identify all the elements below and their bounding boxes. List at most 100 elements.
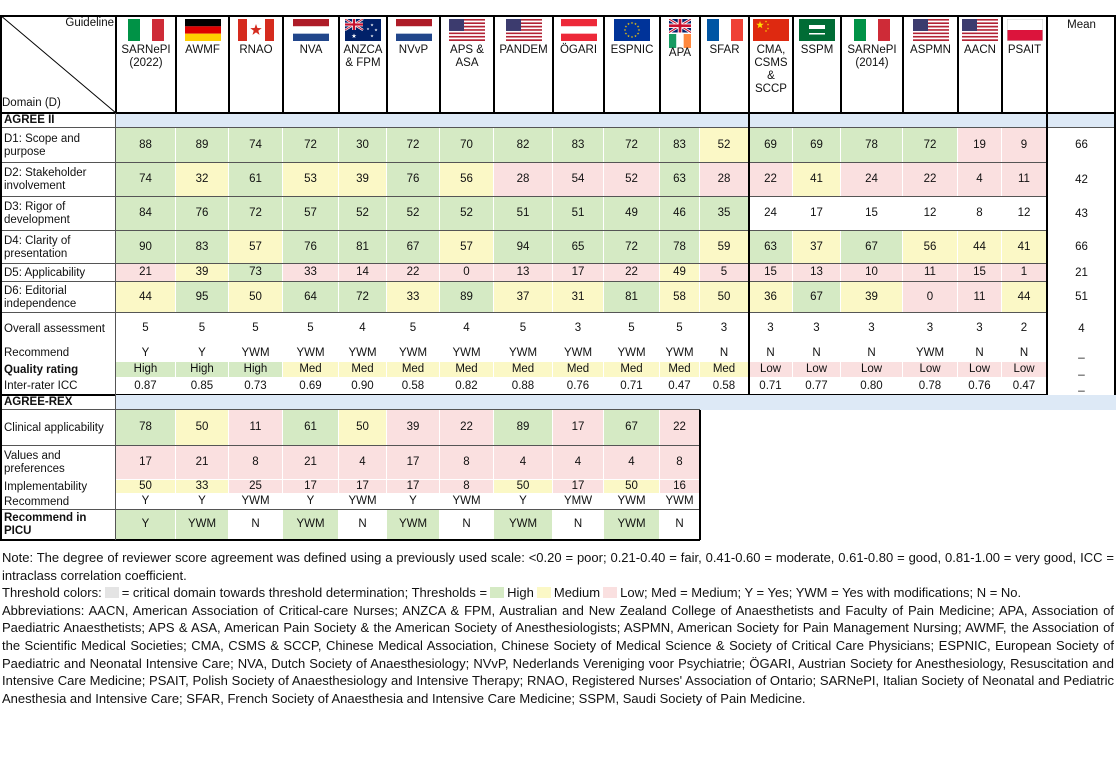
flag-part — [634, 34, 637, 38]
score-cell: 81 — [339, 231, 387, 264]
score-cell: 0.47 — [1002, 378, 1047, 395]
score-cell: YWM — [229, 345, 283, 362]
score-cell: YMW — [553, 494, 604, 510]
score-cell: Y — [116, 494, 176, 510]
score-cell: 5 — [283, 313, 339, 345]
score-cell: 72 — [387, 128, 440, 163]
flag-part — [560, 26, 597, 34]
score-cell: 63 — [660, 163, 700, 197]
score-cell: 72 — [229, 197, 283, 231]
flag-part — [449, 19, 464, 31]
header-divider — [792, 15, 794, 113]
right-border — [1114, 15, 1116, 410]
guideline-name: ÖGARI — [559, 44, 598, 56]
score-cell: Y — [116, 345, 176, 362]
score-cell: YWM — [339, 345, 387, 362]
label-divider — [115, 113, 116, 540]
score-cell: 50 — [604, 480, 660, 494]
score-cell: N — [958, 345, 1002, 362]
swatch-low — [603, 587, 618, 599]
score-cell: YWM — [494, 345, 553, 362]
section-title: AGREE II — [4, 114, 55, 126]
score-cell: 46 — [660, 197, 700, 231]
guideline-name: NVA — [299, 44, 323, 56]
row-label: Recommend — [4, 495, 70, 508]
flag-part — [505, 19, 542, 21]
row-label: D4: Clarity of presentation — [4, 234, 71, 260]
flag-part — [505, 37, 542, 40]
score-cell: YWM — [283, 345, 339, 362]
guideline-name: NVvP — [398, 44, 429, 56]
score-cell: Med — [660, 362, 700, 378]
flag-part — [962, 19, 998, 21]
header-divider — [840, 15, 842, 113]
notes: Note: The degree of reviewer score agree… — [2, 549, 1114, 707]
score-cell: Y — [116, 510, 176, 540]
score-cell: 3 — [841, 313, 903, 345]
header-divider — [338, 15, 340, 113]
flag — [395, 19, 432, 41]
row-line — [0, 263, 1047, 264]
score-cell: Med — [494, 362, 553, 378]
row-line — [0, 445, 700, 446]
score-cell: 22 — [604, 264, 660, 282]
score-cell: 63 — [749, 231, 793, 264]
score-cell: 17 — [339, 480, 387, 494]
guideline-name: SARNePI (2014) — [847, 44, 897, 69]
score-cell: Y — [283, 494, 339, 510]
row-label: D6: Editorial independence — [4, 284, 77, 310]
score-cell: 5 — [229, 313, 283, 345]
score-cell: 11 — [229, 410, 283, 446]
column-header: ANZCA & FPM — [339, 15, 387, 113]
score-cell: 83 — [553, 128, 604, 163]
score-cell: Med — [440, 362, 494, 378]
flag-part — [683, 34, 691, 48]
flag-part — [345, 23, 363, 26]
score-cell: 67 — [793, 282, 841, 313]
flag-part — [766, 23, 770, 26]
score-cell: 17 — [387, 446, 440, 480]
section-title: AGREE-REX — [4, 396, 73, 408]
score-cell: 67 — [387, 231, 440, 264]
score-cell: 4 — [339, 313, 387, 345]
flag — [505, 19, 542, 41]
column-header: RNAO — [229, 15, 283, 113]
corner-diagonal — [0, 15, 116, 113]
flag-part — [623, 28, 627, 32]
score-cell: 11 — [903, 264, 958, 282]
score-cell: 72 — [903, 128, 958, 163]
mean-cell: 42 — [1075, 173, 1088, 186]
score-cell: 61 — [229, 163, 283, 197]
flag-part — [505, 22, 542, 25]
flag — [1006, 19, 1043, 41]
flag-part — [184, 26, 221, 34]
score-cell: 0.58 — [700, 378, 749, 395]
score-cell: 5 — [700, 264, 749, 282]
flag — [293, 19, 329, 41]
flag-part — [560, 33, 597, 41]
row-line — [0, 509, 700, 510]
row-label: D2: Stakeholder involvement — [4, 167, 87, 192]
flag-part — [912, 35, 949, 38]
column-header: ÖGARI — [553, 15, 604, 113]
threshold-critical: = critical domain towards threshold dete… — [121, 585, 488, 601]
score-cell: 8 — [958, 197, 1002, 231]
mean-cell: _ — [1078, 363, 1085, 376]
score-cell: 33 — [387, 282, 440, 313]
flag-part — [449, 19, 485, 21]
score-cell: 11 — [1002, 163, 1047, 197]
group-divider — [748, 15, 750, 395]
score-cell: 59 — [700, 231, 749, 264]
score-cell: 3 — [958, 313, 1002, 345]
score-cell: 78 — [841, 128, 903, 163]
flag-part — [152, 19, 164, 41]
flag-part — [706, 19, 719, 41]
row-label: D3: Rigor of development — [4, 201, 70, 226]
score-cell: Y — [176, 494, 229, 510]
flag-part — [505, 25, 542, 28]
flag-part — [764, 29, 768, 32]
score-cell: 31 — [553, 282, 604, 313]
flag — [753, 19, 789, 41]
score-cell: 67 — [841, 231, 903, 264]
